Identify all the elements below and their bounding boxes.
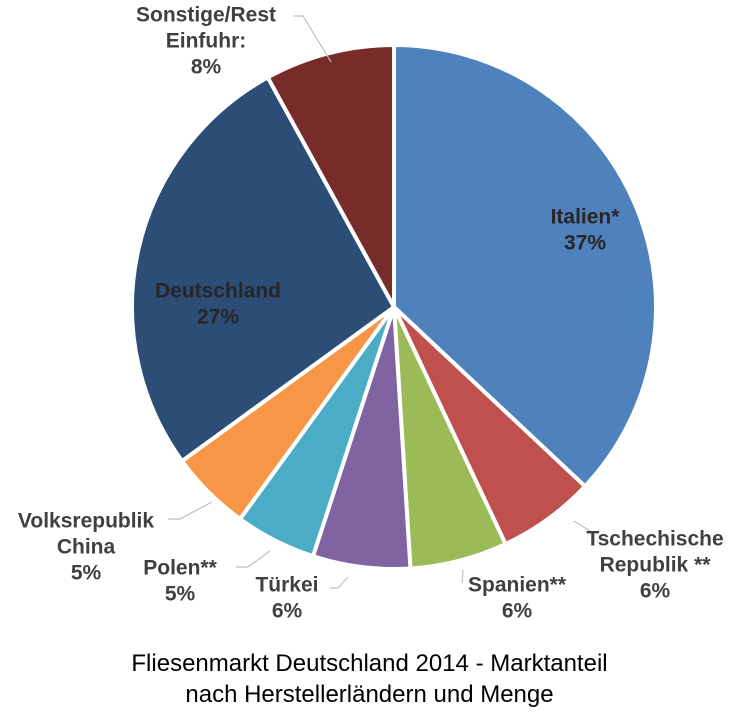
pie-slice — [265, 43, 396, 309]
slice-name-label: Sonstige/Rest — [136, 4, 276, 27]
slice-name-label: Spanien** — [468, 574, 567, 597]
leader-line — [293, 15, 332, 63]
slice-value-label: 5% — [165, 583, 196, 606]
leader-line — [168, 501, 213, 520]
pie-slice — [392, 43, 658, 489]
slice-name-label: Deutschland — [155, 280, 281, 303]
slice-value-label: 6% — [272, 600, 303, 623]
slice-name-label: Einfuhr: — [166, 30, 246, 53]
pie-chart: Italien* 37% Tschechische Republik ** 6% Span… — [18, 4, 724, 623]
slice-value-label: 6% — [640, 580, 671, 603]
leader-line — [330, 576, 349, 589]
slice-name-label: Türkei — [255, 574, 318, 597]
slice-name-label: Polen** — [143, 557, 217, 580]
slice-value-label: 8% — [191, 56, 222, 79]
slice-name-label: Tschechische — [586, 528, 723, 551]
slice-value-label: 6% — [502, 600, 533, 623]
caption-line-1: Fliesenmarkt Deutschland 2014 - Marktant… — [131, 650, 608, 677]
pie-slice — [130, 75, 396, 463]
pie-slices — [130, 43, 658, 571]
slice-labels: Italien* 37% Tschechische Republik ** 6% Span… — [18, 4, 724, 623]
slice-value-label: 27% — [197, 306, 239, 329]
slice-value-label: 37% — [564, 232, 606, 255]
chart-caption: Fliesenmarkt Deutschland 2014 - Marktant… — [0, 648, 739, 710]
slice-name-label: China — [57, 536, 116, 559]
leader-line — [573, 520, 591, 532]
leader-line — [236, 550, 271, 568]
slice-name-label: Volksrepublik — [18, 510, 154, 533]
leader-line — [461, 569, 464, 584]
slice-value-label: 5% — [71, 562, 102, 585]
slice-name-label: Italien* — [551, 206, 621, 229]
leader-lines — [168, 15, 591, 589]
caption-line-2: nach Herstellerländern und Menge — [185, 681, 554, 708]
slice-name-label: Republik ** — [600, 554, 712, 577]
